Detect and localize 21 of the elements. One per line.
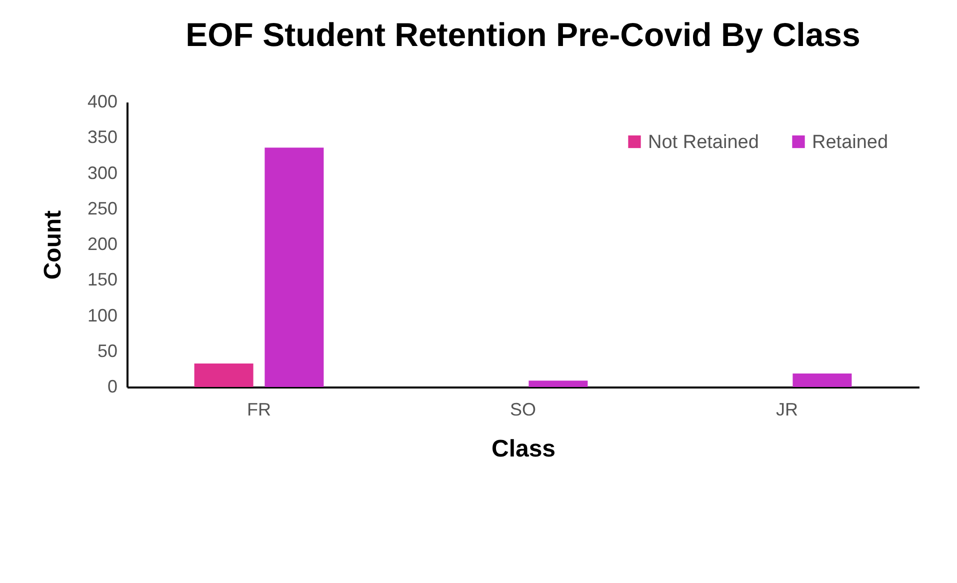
legend-label: Retained [812,132,888,153]
y-tick-label: 400 [87,92,118,112]
bar [194,363,254,387]
bar [264,148,324,387]
y-tick-label: 300 [87,162,118,183]
y-tick-label: 350 [87,127,118,148]
x-tick-label: JR [776,400,798,420]
bar [792,373,852,387]
y-tick-label: 0 [107,376,118,396]
legend-label: Not Retained [648,132,759,153]
y-tick-label: 250 [87,198,118,218]
chart-title: EOF Student Retention Pre-Covid By Class [186,16,860,53]
y-tick-label: 100 [87,305,118,326]
y-tick-label: 50 [97,340,118,361]
y-tick-label: 200 [87,234,118,254]
y-axis-title: Count [39,210,66,280]
x-axis-title: Class [491,436,556,462]
y-tick-label: 150 [87,270,118,290]
bar [528,380,588,387]
x-tick-label: FR [247,400,271,420]
x-tick-label: SO [510,400,536,420]
